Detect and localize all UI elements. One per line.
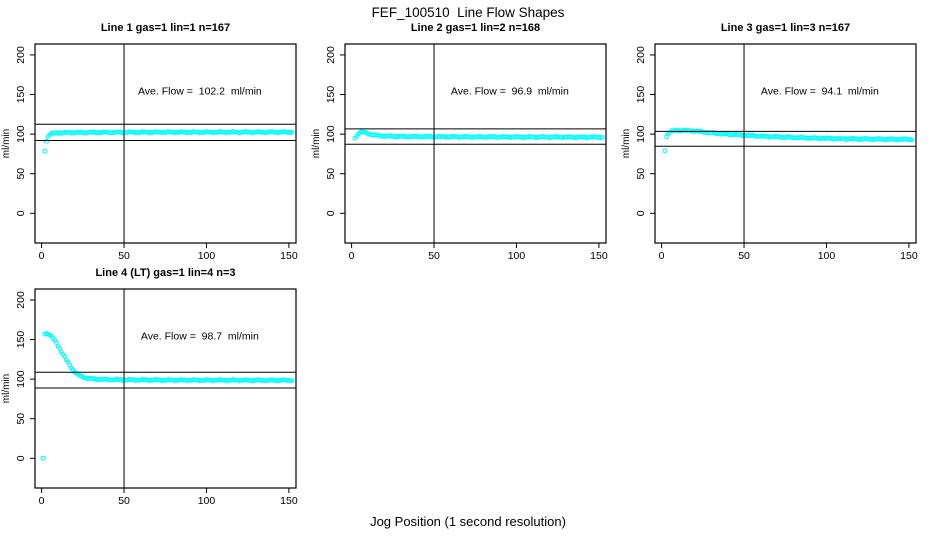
plot-box	[344, 43, 607, 244]
y-tick-label: 0	[15, 210, 27, 216]
y-tick-label: 200	[325, 46, 337, 64]
y-axis-ticks: 0 50 100 150 200	[635, 46, 655, 216]
y-axis-label: ml/min	[311, 129, 322, 158]
x-axis-label: Jog Position (1 second resolution)	[370, 514, 566, 529]
x-axis-ticks: 0 50 100 150	[659, 243, 918, 262]
ave-flow-annotation: Ave. Flow = 102.2 ml/min	[138, 86, 262, 98]
plot-box	[654, 43, 917, 244]
x-tick-label: 50	[738, 250, 750, 262]
y-tick-label: 150	[325, 86, 337, 104]
y-axis-label: ml/min	[1, 374, 12, 403]
reference-lines	[345, 44, 606, 243]
x-axis-ticks: 0 50 100 150	[39, 243, 298, 262]
plot-box	[34, 43, 297, 244]
panel-title: Line 2 gas=1 lin=2 n=168	[411, 22, 540, 34]
y-tick-label: 150	[635, 86, 647, 104]
plot-box	[34, 288, 297, 489]
scatter-points	[40, 331, 295, 461]
y-axis-ticks: 0 50 100 150 200	[325, 46, 345, 216]
ave-flow-annotation: Ave. Flow = 94.1 ml/min	[761, 86, 879, 98]
y-tick-label: 50	[635, 168, 647, 180]
panel-2-plot: Line 2 gas=1 lin=2 n=168 0 50 100 150 0 50 100 1…	[311, 22, 608, 262]
y-tick-label: 100	[325, 125, 337, 143]
x-tick-label: 50	[428, 250, 440, 262]
x-tick-label: 100	[198, 495, 216, 507]
x-tick-label: 150	[900, 250, 918, 262]
panel-1-plot: Line 1 gas=1 lin=1 n=167 0 50 100 150 0 50 100 1…	[1, 22, 298, 262]
y-tick-label: 150	[15, 86, 27, 104]
x-axis-ticks: 0 50 100 150	[39, 488, 298, 507]
y-tick-label: 200	[15, 291, 27, 309]
x-tick-label: 50	[118, 495, 130, 507]
y-axis-ticks: 0 50 100 150 200	[15, 46, 35, 216]
x-tick-label: 100	[508, 250, 526, 262]
y-tick-label: 100	[635, 125, 647, 143]
x-tick-label: 50	[118, 250, 130, 262]
x-tick-label: 0	[349, 250, 355, 262]
y-tick-label: 50	[15, 168, 27, 180]
reference-lines	[35, 44, 296, 243]
y-tick-label: 100	[15, 125, 27, 143]
y-tick-label: 50	[325, 168, 337, 180]
y-axis-ticks: 0 50 100 150 200	[15, 291, 35, 461]
ave-flow-annotation: Ave. Flow = 96.9 ml/min	[451, 86, 569, 98]
y-tick-label: 0	[635, 210, 647, 216]
x-axis-ticks: 0 50 100 150	[349, 243, 608, 262]
x-tick-label: 150	[280, 250, 298, 262]
x-tick-label: 100	[198, 250, 216, 262]
scatter-points	[352, 129, 605, 141]
ave-flow-annotation: Ave. Flow = 98.7 ml/min	[141, 331, 259, 343]
panel-4-plot: Line 4 (LT) gas=1 lin=4 n=3 0 50 100 150 0 50 1…	[1, 267, 298, 507]
x-tick-label: 0	[39, 250, 45, 262]
y-axis-label: ml/min	[1, 129, 12, 158]
y-tick-label: 200	[635, 46, 647, 64]
y-tick-label: 200	[15, 46, 27, 64]
y-axis-label: ml/min	[621, 129, 632, 158]
y-tick-label: 100	[15, 370, 27, 388]
panel-title: Line 1 gas=1 lin=1 n=167	[101, 22, 230, 34]
panel-3-plot: Line 3 gas=1 lin=3 n=167 0 50 100 150 0 50 100 1…	[621, 22, 918, 262]
reference-lines	[655, 44, 916, 243]
scatter-points	[42, 129, 295, 154]
y-tick-label: 50	[15, 413, 27, 425]
panel-title: Line 3 gas=1 lin=3 n=167	[721, 22, 850, 34]
main-title: FEF_100510 Line Flow Shapes	[371, 5, 565, 20]
reference-lines	[35, 289, 296, 488]
y-tick-label: 150	[15, 331, 27, 349]
x-tick-label: 0	[659, 250, 665, 262]
x-tick-label: 100	[818, 250, 836, 262]
y-tick-label: 0	[15, 455, 27, 461]
x-tick-label: 0	[39, 495, 45, 507]
x-tick-label: 150	[280, 495, 298, 507]
panel-title: Line 4 (LT) gas=1 lin=4 n=3	[95, 267, 235, 279]
x-tick-label: 150	[590, 250, 608, 262]
y-tick-label: 0	[325, 210, 337, 216]
